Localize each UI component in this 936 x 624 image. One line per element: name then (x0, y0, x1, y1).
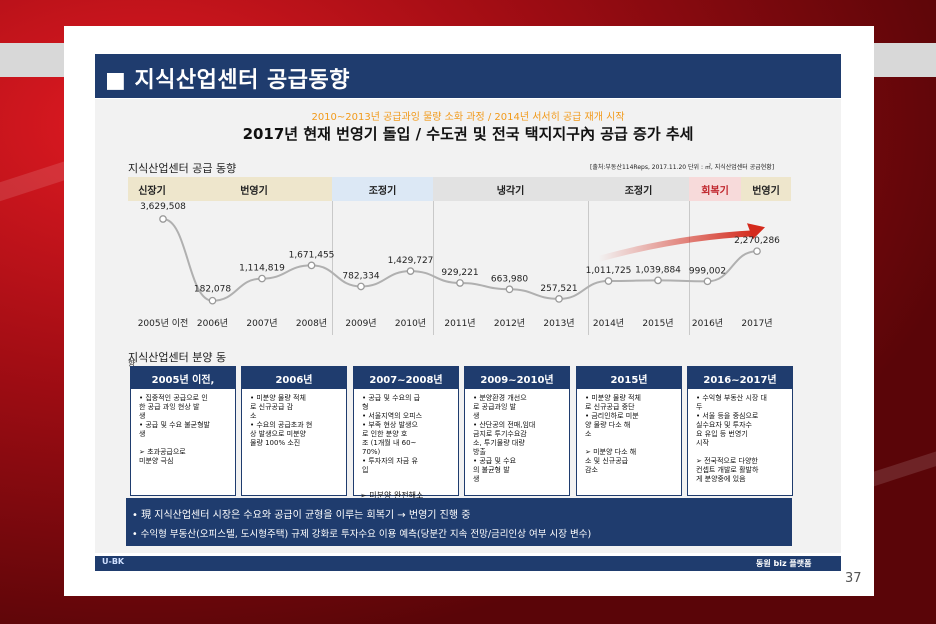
trend-arrow-head (747, 223, 765, 240)
box-note: ➢ 미분양 완전해소 (360, 491, 424, 500)
x-tick-label: 2007년 (246, 319, 278, 329)
data-point (555, 295, 563, 303)
data-point (406, 267, 415, 275)
data-label: 182,078 (194, 285, 231, 295)
x-tick-label: 2008년 (295, 319, 328, 329)
data-point (703, 277, 712, 286)
period-box-head: 2009~2010년 (465, 367, 569, 389)
period-box-head: 2005년 이전, (131, 367, 235, 389)
data-label: 1,039,884 (635, 265, 681, 275)
data-point (505, 285, 514, 294)
data-point (208, 296, 217, 305)
period-box-4: 2015년 • 미분양 물량 적체 로 신규공급 중단 • 금리인하로 미분 양… (576, 366, 682, 496)
data-point (604, 277, 613, 285)
phase-divider (588, 201, 589, 335)
phase-divider (332, 201, 333, 335)
sales-trend-label: 지식산업센터 분양 동 (128, 351, 227, 364)
data-point (159, 215, 167, 223)
period-box-body: • 집중적인 공급으로 인 한 공급 과잉 현상 발 생 • 공급 및 수요 불… (139, 394, 210, 465)
slide-header (95, 54, 841, 98)
data-point (654, 276, 662, 285)
period-box-body: • 수익형 부동산 시장 대 두 • 서울 등을 중심으로 실수요자 및 투자수… (696, 394, 767, 483)
x-tick-label: 2011년 (444, 319, 476, 329)
phase-6: 번영기 (741, 177, 791, 201)
period-box-0: 2005년 이전, • 집중적인 공급으로 인 한 공급 과잉 현상 발 생 •… (130, 366, 236, 496)
period-box-5: 2016~2017년 • 수익형 부동산 시장 대 두 • 서울 등을 중심으로… (687, 366, 793, 496)
x-tick-label: 2016년 (691, 319, 724, 329)
phase-divider (433, 201, 434, 335)
data-label: 929,221 (441, 268, 478, 278)
data-label: 663,980 (491, 274, 528, 284)
data-label: 1,114,819 (239, 264, 285, 274)
summary-line-2: • 수익형 부동산(오피스텔, 도시형주택) 규제 강화로 투자수요 이용 예측… (132, 529, 592, 540)
period-box-head: 2007~2008년 (354, 367, 458, 389)
period-box-3: 2009~2010년 • 분양환경 개선으 로 공급과잉 발 생 • 산단공의 … (464, 366, 570, 496)
period-box-body: • 공급 및 수요의 급 형 • 서울지역의 오피스 • 부족 현상 발생으 로… (362, 394, 423, 474)
data-point (456, 279, 464, 287)
summary-line-1: • 現 지식산업센터 시장은 수요와 공급이 균형을 이루는 회복기 → 번영기… (132, 510, 471, 521)
x-tick-label: 2010년 (394, 319, 427, 329)
period-box-1: 2006년 • 미분양 물량 적체 로 신규공급 감 소 • 수요의 공급초과 … (241, 366, 347, 496)
company-logo: U-BK (102, 557, 125, 566)
phase-4: 조정기 (588, 177, 689, 201)
source-note: [출처:부동산114Reps, 2017.11.20 단위 : ㎡, 지식산업센… (590, 164, 775, 171)
phase-3: 냉각기 (433, 177, 588, 201)
data-point (357, 282, 365, 291)
slide-footer (95, 556, 841, 571)
period-box-body: • 분양환경 개선으 로 공급과잉 발 생 • 산단공의 전매,임대 금지로 투… (473, 394, 536, 483)
data-label: 999,002 (689, 266, 726, 276)
phase-0: 신장기 (128, 177, 176, 201)
page-number: 37 (845, 571, 862, 586)
series-line (162, 218, 758, 302)
x-tick-label: 2015년 (642, 319, 674, 329)
sales-trend-label-extra: 향 (128, 359, 136, 368)
period-box-body: • 미분양 물량 적체 로 신규공급 감 소 • 수요의 공급초과 현 상 발생… (250, 394, 313, 447)
data-label: 1,011,725 (586, 266, 632, 276)
phase-2: 조정기 (332, 177, 433, 201)
supply-line-chart: 3,629,508 182,078 1,114,819 1,671,455 782,33… (140, 202, 780, 305)
data-label: 1,671,455 (289, 250, 335, 260)
phase-divider (689, 201, 690, 335)
data-label: 3,629,508 (140, 202, 186, 212)
summary-box: • 現 지식산업센터 시장은 수요와 공급이 균형을 이루는 회복기 → 번영기… (126, 498, 792, 546)
trend-arrow (597, 230, 756, 262)
subtitle-orange: 2010~2013년 공급과잉 물량 소화 과정 / 2014년 서서히 공급 … (311, 112, 625, 123)
x-tick-label: 2013년 (543, 319, 575, 329)
data-label: 782,334 (342, 271, 379, 281)
x-tick-label: 2009년 (345, 319, 377, 329)
data-label: 2,270,286 (734, 236, 780, 246)
data-point (753, 247, 761, 256)
x-tick-label: 2006년 (196, 319, 229, 329)
period-box-head: 2006년 (242, 367, 346, 389)
period-box-head: 2016~2017년 (688, 367, 792, 389)
x-tick-label: 2012년 (493, 319, 526, 329)
x-tick-label: 2005년 이전 (137, 319, 189, 329)
data-label: 1,429,727 (388, 256, 434, 266)
phase-5: 회복기 (689, 177, 741, 201)
subtitle-main: 2017년 현재 번영기 돌입 / 수도권 및 전국 택지지구內 공급 증가 추… (242, 125, 694, 143)
footer-brand: 동원 biz 플랫폼 (756, 559, 812, 568)
data-point (258, 274, 266, 283)
x-tick-label: 2014년 (592, 319, 625, 329)
phase-1: 번영기 (176, 177, 332, 201)
slide-title: ■ 지식산업센터 공급동향 (105, 68, 351, 93)
period-box-body: • 미분양 물량 적체 로 신규공급 중단 • 금리인하로 미분 양 물량 다소… (585, 394, 641, 474)
data-label: 257,521 (540, 284, 577, 294)
data-point (307, 261, 316, 270)
period-box-head: 2015년 (577, 367, 681, 389)
x-tick-label: 2017년 (741, 319, 773, 329)
supply-trend-label: 지식산업센터 공급 동향 (128, 162, 237, 175)
period-box-2: 2007~2008년 • 공급 및 수요의 급 형 • 서울지역의 오피스 • … (353, 366, 459, 496)
